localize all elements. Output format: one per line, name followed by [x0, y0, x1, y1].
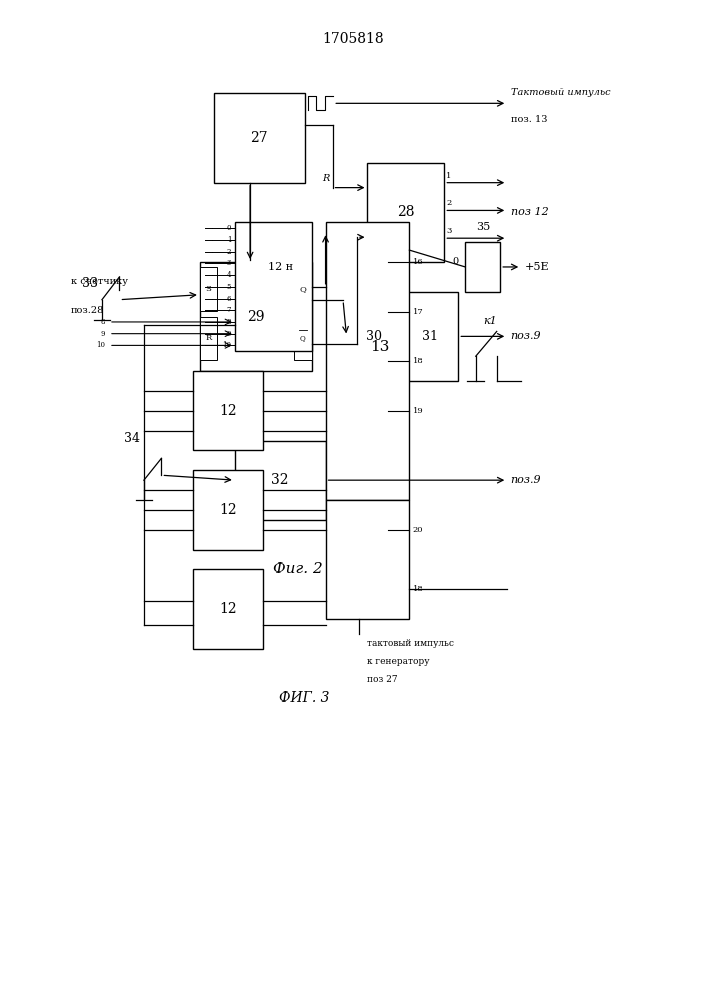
- Text: 4: 4: [227, 271, 231, 279]
- Text: 9: 9: [101, 330, 105, 338]
- Text: к генератору: к генератору: [368, 657, 430, 666]
- Bar: [193, 371, 263, 450]
- Text: 12: 12: [219, 404, 237, 418]
- Text: 8: 8: [101, 318, 105, 326]
- Bar: [325, 222, 409, 500]
- Bar: [294, 267, 312, 311]
- Text: 16: 16: [413, 258, 423, 266]
- Bar: [200, 262, 312, 371]
- Text: поз 12: поз 12: [510, 207, 549, 217]
- Bar: [294, 317, 312, 360]
- Text: 12: 12: [219, 602, 237, 616]
- Text: 12 н: 12 н: [268, 262, 293, 272]
- Text: Тактовый импульс: Тактовый импульс: [510, 88, 610, 97]
- Text: 9: 9: [227, 330, 231, 338]
- Text: 1705818: 1705818: [322, 32, 385, 46]
- Bar: [193, 470, 263, 550]
- Text: поз.9: поз.9: [510, 475, 542, 485]
- Bar: [214, 93, 305, 183]
- Text: 2: 2: [446, 199, 452, 207]
- Text: 7: 7: [227, 306, 231, 314]
- Bar: [200, 317, 217, 360]
- Text: 8: 8: [227, 318, 231, 326]
- Bar: [235, 222, 312, 351]
- Text: 6: 6: [227, 295, 231, 303]
- Text: к1: к1: [483, 316, 496, 326]
- Bar: [402, 292, 458, 381]
- Text: 19: 19: [413, 407, 423, 415]
- Text: поз 27: поз 27: [368, 675, 398, 684]
- Text: 18: 18: [413, 585, 423, 593]
- Bar: [368, 163, 444, 262]
- Text: 1: 1: [227, 236, 231, 244]
- Text: 3: 3: [446, 227, 452, 235]
- Text: R: R: [322, 174, 329, 183]
- Text: 3: 3: [227, 259, 231, 267]
- Text: 10: 10: [96, 341, 105, 349]
- Text: 18: 18: [413, 357, 423, 365]
- Text: поз.28: поз.28: [71, 306, 104, 315]
- Text: 27: 27: [250, 131, 268, 145]
- Text: S: S: [206, 285, 211, 293]
- Bar: [200, 267, 217, 311]
- Text: 12: 12: [219, 503, 237, 517]
- Text: 33: 33: [83, 277, 98, 290]
- Text: Q: Q: [299, 285, 306, 293]
- Text: поз.9: поз.9: [510, 331, 542, 341]
- Text: 17: 17: [413, 308, 423, 316]
- Bar: [235, 441, 325, 520]
- Text: 28: 28: [397, 205, 414, 219]
- Text: +5E: +5E: [525, 262, 549, 272]
- Text: ФИГ. 3: ФИГ. 3: [279, 691, 330, 705]
- Text: 10: 10: [222, 341, 231, 349]
- Text: 2: 2: [227, 248, 231, 256]
- Text: 30: 30: [366, 330, 382, 343]
- Text: R: R: [206, 334, 211, 342]
- Text: 0: 0: [452, 257, 458, 266]
- Text: 0: 0: [227, 224, 231, 232]
- Text: Фиг. 2: Фиг. 2: [273, 562, 322, 576]
- Text: Q: Q: [300, 334, 305, 342]
- Text: 32: 32: [271, 473, 289, 487]
- Text: тактовый импульс: тактовый импульс: [368, 639, 455, 648]
- Bar: [346, 292, 402, 381]
- Text: 13: 13: [370, 340, 390, 354]
- Bar: [325, 500, 409, 619]
- Text: 31: 31: [422, 330, 438, 343]
- Text: 35: 35: [476, 222, 490, 232]
- Bar: [465, 242, 501, 292]
- Text: 20: 20: [413, 526, 423, 534]
- Text: 5: 5: [227, 283, 231, 291]
- Text: 1: 1: [446, 172, 452, 180]
- Bar: [193, 569, 263, 649]
- Text: к счетчику: к счетчику: [71, 277, 127, 286]
- Text: 29: 29: [247, 310, 264, 324]
- Text: 34: 34: [124, 432, 141, 445]
- Text: поз. 13: поз. 13: [510, 115, 547, 124]
